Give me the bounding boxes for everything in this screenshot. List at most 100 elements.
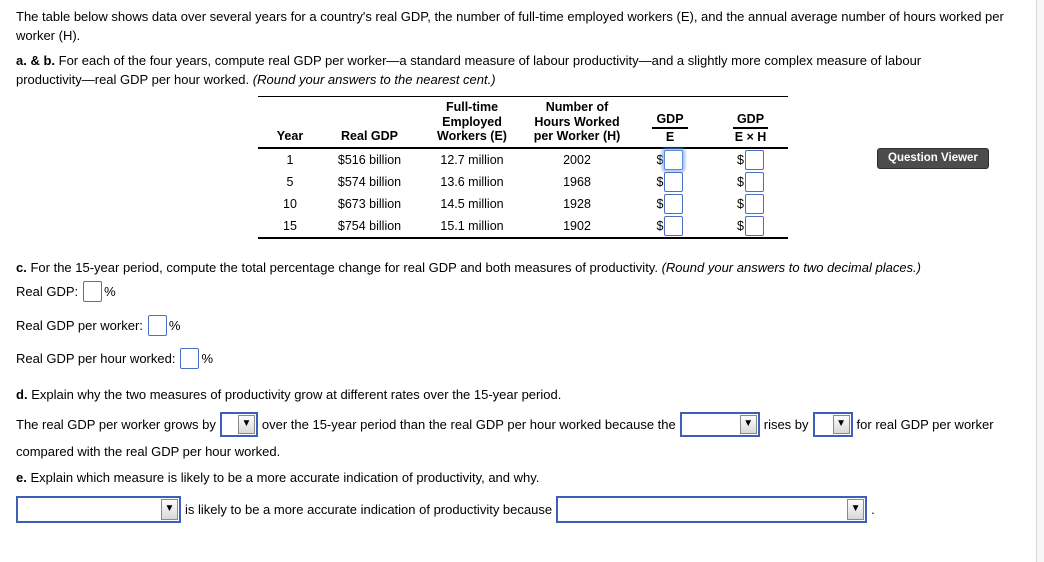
hours-cell: 1968 [563,174,591,189]
rises-by-dropdown[interactable]: ▼ [812,411,853,437]
percent-sign: % [168,318,181,333]
gdp-eh-numerator: GDP [732,112,769,129]
gdp-per-worker-change-row: Real GDP per worker: % [16,314,180,337]
year-cell: 15 [283,218,297,233]
part-e-answer-line: ▼ is likely to be a more accurate indica… [16,495,875,523]
dropdown-arrow-icon: ▼ [847,498,865,520]
measure-dropdown[interactable]: ▼ [16,495,181,523]
col-header-workers-line2: Employed [442,114,502,129]
real-gdp-cell: $574 billion [337,174,402,189]
part-d-seg1: The real GDP per worker grows by [16,416,216,432]
scrollbar-track[interactable] [1036,0,1044,562]
part-ab-text: a. & b. For each of the four years, comp… [16,51,961,89]
gdp-per-hour-change-input[interactable] [180,348,200,369]
table-row: 1 $516 billion 12.7 million 2002 $ $ [258,148,788,171]
part-d-answer-line2: compared with the real GDP per hour work… [16,444,281,459]
part-d-seg2: over the 15-year period than the real GD… [261,416,676,432]
real-gdp-change-row: Real GDP: % [16,280,116,303]
gdp-per-hour-input-year1[interactable] [744,149,764,170]
real-gdp-cell: $754 billion [337,218,402,233]
part-ab-note: (Round your answers to the nearest cent.… [252,72,496,87]
part-d-label: d. [16,387,28,402]
dollar-sign: $ [737,196,744,211]
gdp-table: Year Real GDP Full-time Employed Workers… [258,96,788,239]
percent-sign: % [201,351,214,366]
col-header-hours: Number of Hours Worked per Worker (H) [527,96,627,149]
gdp-e-numerator: GDP [652,112,688,129]
dollar-sign: $ [737,152,744,167]
real-gdp-cell: $516 billion [337,152,402,167]
part-d-answer-line: The real GDP per worker grows by ▼ over … [16,411,994,437]
question-viewer-button[interactable]: Question Viewer [877,148,989,169]
table-row: 5 $574 billion 13.6 million 1968 $ $ [258,171,788,193]
year-cell: 1 [286,152,294,167]
reason-dropdown[interactable]: ▼ [556,495,868,523]
col-header-workers-line3: Workers (E) [437,129,507,143]
year-cell: 10 [283,196,297,211]
part-ab-body: For each of the four years, compute real… [16,53,922,87]
dollar-sign: $ [656,174,664,189]
col-header-hours-line3: per Worker (H) [533,129,621,143]
workers-cell: 15.1 million [440,218,504,233]
table-header-row: Year Real GDP Full-time Employed Workers… [258,96,788,149]
part-e-body: Explain which measure is likely to be a … [30,470,540,485]
real-gdp-change-label: Real GDP: [16,284,79,299]
col-header-real-gdp: Real GDP [322,96,417,149]
hours-cell: 1902 [563,218,591,233]
gdp-eh-denominator: E × H [734,129,767,144]
gdp-per-worker-input-year10[interactable] [664,193,684,214]
workers-cell: 13.6 million [440,174,504,189]
hours-cell: 2002 [563,152,591,167]
part-c-text: c. For the 15-year period, compute the t… [16,258,1026,277]
part-ab-label: a. & b. [16,53,56,68]
col-header-gdp-per-worker: GDP E [627,96,713,149]
workers-cell: 14.5 million [440,196,504,211]
dropdown-arrow-icon: ▼ [739,414,757,434]
col-header-workers: Full-time Employed Workers (E) [417,96,527,149]
dollar-sign: $ [737,218,744,233]
percent-sign: % [104,284,116,299]
dollar-sign: $ [656,196,664,211]
part-e-label: e. [16,470,27,485]
hours-cell: 1928 [563,196,591,211]
part-d-seg4: for real GDP per worker [856,416,994,432]
gdp-per-worker-change-label: Real GDP per worker: [16,318,143,333]
gdp-per-worker-input-year1[interactable] [664,149,684,170]
part-d-text: d. Explain why the two measures of produ… [16,385,1026,404]
table-row: 15 $754 billion 15.1 million 1902 $ $ [258,215,788,238]
col-header-hours-line2: Hours Worked [534,114,620,129]
part-d-body: Explain why the two measures of producti… [31,387,562,402]
col-header-workers-line1: Full-time [445,100,499,114]
gdp-per-hour-change-row: Real GDP per hour worked: % [16,347,213,370]
gdp-per-hour-input-year15[interactable] [744,215,764,236]
real-gdp-cell: $673 billion [337,196,402,211]
part-c-body: For the 15-year period, compute the tota… [30,260,658,275]
table-row: 10 $673 billion 14.5 million 1928 $ $ [258,193,788,215]
part-c-note: (Round your answers to two decimal place… [661,260,921,275]
part-c-label: c. [16,260,27,275]
gdp-per-worker-input-year5[interactable] [664,171,684,192]
grows-by-dropdown[interactable]: ▼ [219,411,258,437]
part-e-period: . [871,501,875,517]
col-header-gdp-per-hour: GDP E × H [713,96,788,149]
workers-cell: 12.7 million [440,152,504,167]
year-cell: 5 [286,174,294,189]
factor-dropdown[interactable]: ▼ [679,411,760,437]
gdp-per-hour-change-label: Real GDP per hour worked: [16,351,176,366]
dollar-sign: $ [737,174,744,189]
gdp-per-worker-input-year15[interactable] [664,215,684,236]
gdp-per-hour-input-year5[interactable] [744,171,764,192]
gdp-e-denominator: E [665,129,675,144]
dropdown-arrow-icon: ▼ [237,414,255,434]
dollar-sign: $ [656,152,664,167]
part-d-seg3: rises by [763,416,809,432]
gdp-per-hour-input-year10[interactable] [744,193,764,214]
dropdown-arrow-icon: ▼ [161,498,178,520]
dropdown-arrow-icon: ▼ [832,414,850,434]
col-header-hours-line1: Number of [545,100,609,114]
intro-text: The table below shows data over several … [16,9,1004,43]
real-gdp-change-input[interactable] [83,281,103,302]
gdp-per-worker-change-input[interactable] [147,315,167,336]
dollar-sign: $ [656,218,664,233]
